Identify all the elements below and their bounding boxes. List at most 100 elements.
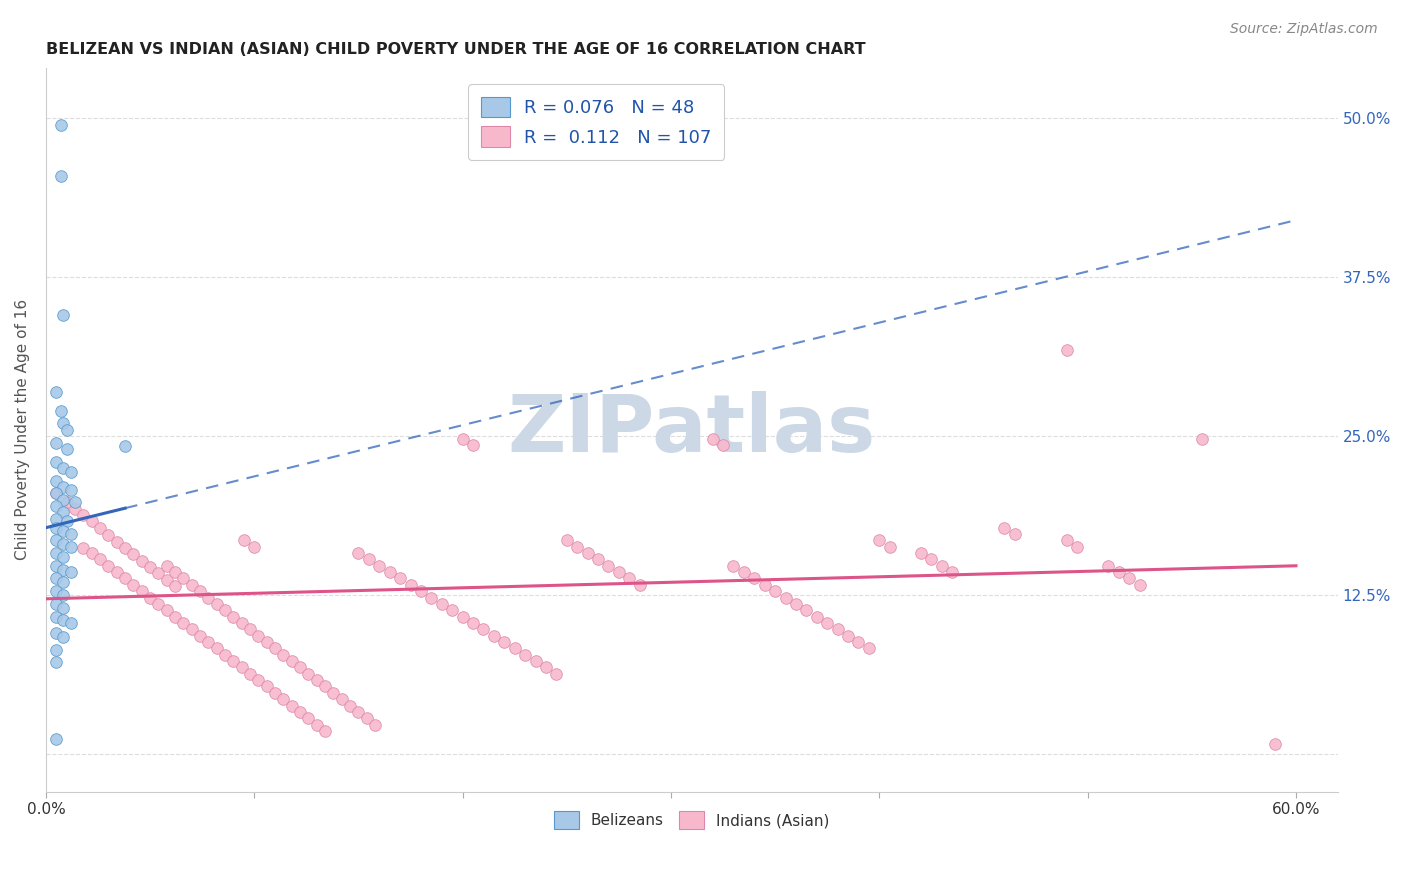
Point [45, 609, 67, 624]
Point [806, 609, 828, 624]
Point [52, 600, 75, 615]
Point [430, 597, 453, 611]
Point [389, 572, 412, 586]
Point [441, 603, 464, 617]
Point [52, 630, 75, 644]
Point [52, 614, 75, 628]
Point [52, 575, 75, 590]
Point [45, 626, 67, 640]
Point [1066, 540, 1088, 554]
Point [49, 169, 72, 183]
Point [503, 641, 526, 656]
Point [567, 540, 589, 554]
Point [222, 654, 245, 668]
Point [347, 705, 370, 719]
Point [89, 552, 111, 566]
Point [288, 705, 311, 719]
Point [52, 588, 75, 602]
Point [494, 635, 516, 649]
Point [188, 584, 211, 599]
Point [45, 474, 67, 488]
Point [180, 623, 202, 637]
Point [52, 549, 75, 564]
Point [546, 666, 568, 681]
Point [148, 597, 170, 611]
Point [231, 660, 253, 674]
Point [156, 603, 179, 617]
Point [72, 541, 94, 555]
Point [920, 552, 942, 566]
Point [45, 435, 67, 450]
Point [52, 563, 75, 577]
Point [723, 558, 745, 573]
Point [256, 680, 278, 694]
Point [702, 432, 724, 446]
Point [52, 309, 75, 323]
Point [197, 591, 219, 605]
Point [1097, 558, 1119, 573]
Point [45, 521, 67, 535]
Point [1191, 432, 1213, 446]
Point [45, 499, 67, 513]
Point [172, 572, 194, 586]
Point [256, 635, 278, 649]
Point [59, 565, 82, 579]
Point [378, 565, 401, 579]
Point [45, 486, 67, 500]
Point [868, 533, 890, 548]
Point [1056, 343, 1078, 357]
Point [180, 578, 202, 592]
Point [273, 692, 295, 706]
Point [205, 641, 228, 656]
Point [910, 546, 932, 560]
Point [45, 656, 67, 670]
Point [314, 723, 336, 738]
Point [45, 642, 67, 657]
Point [264, 686, 287, 700]
Point [451, 432, 474, 446]
Point [1108, 565, 1130, 579]
Point [172, 615, 194, 630]
Point [339, 698, 361, 713]
Point [156, 573, 179, 587]
Point [409, 584, 432, 599]
Point [1129, 578, 1152, 592]
Point [56, 495, 79, 509]
Point [399, 578, 422, 592]
Point [461, 438, 484, 452]
Point [59, 540, 82, 554]
Point [214, 603, 236, 617]
Point [356, 711, 378, 725]
Point [49, 118, 72, 132]
Point [576, 546, 599, 560]
Point [156, 558, 179, 573]
Point [785, 597, 807, 611]
Point [281, 654, 304, 668]
Point [461, 615, 484, 630]
Point [45, 512, 67, 526]
Point [796, 603, 818, 617]
Point [941, 565, 963, 579]
Point [239, 623, 262, 637]
Point [232, 533, 254, 548]
Point [59, 615, 82, 630]
Point [63, 495, 86, 509]
Point [52, 505, 75, 519]
Point [524, 654, 547, 668]
Point [598, 558, 620, 573]
Point [105, 565, 128, 579]
Point [586, 552, 609, 566]
Point [297, 666, 319, 681]
Point [231, 615, 253, 630]
Point [114, 541, 136, 555]
Point [52, 537, 75, 551]
Point [52, 524, 75, 539]
Point [148, 566, 170, 581]
Point [848, 635, 870, 649]
Point [281, 698, 304, 713]
Point [45, 572, 67, 586]
Point [827, 623, 849, 637]
Point [243, 540, 266, 554]
Point [205, 597, 228, 611]
Point [56, 514, 79, 528]
